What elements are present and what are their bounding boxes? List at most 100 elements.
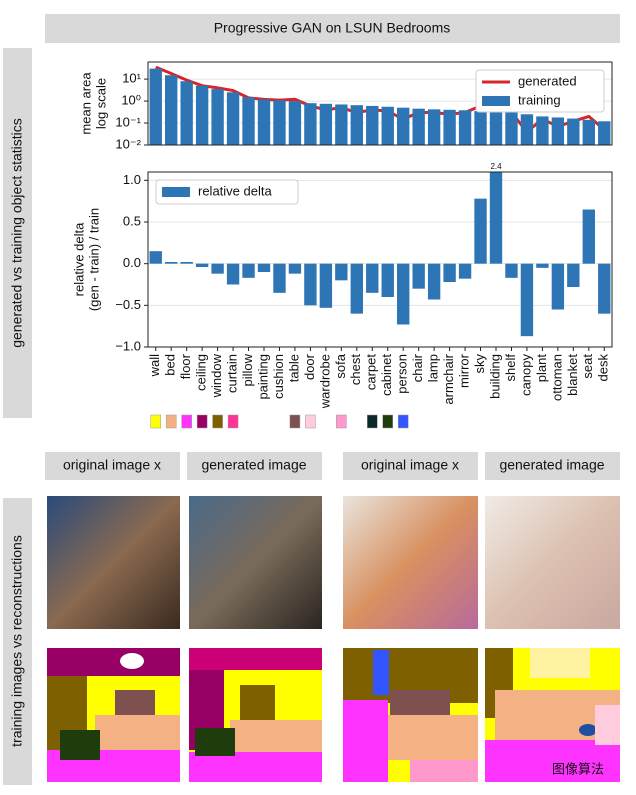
header-box: [187, 452, 322, 480]
watermark: 图像算法: [552, 761, 604, 776]
x-tick-label: blanket: [565, 354, 580, 396]
bar: [412, 263, 425, 289]
seg-region: [195, 728, 235, 756]
color-swatch: [397, 414, 409, 429]
bar: [443, 109, 456, 145]
seg-region: [120, 653, 144, 669]
x-tick-label: window: [209, 353, 224, 398]
color-swatch: [212, 414, 223, 429]
header-box: [45, 452, 180, 480]
photo: [343, 496, 478, 629]
bar: [350, 105, 363, 145]
color-swatch: [196, 414, 208, 429]
photo: [189, 496, 322, 629]
headers: original image x generated image origina…: [45, 452, 620, 480]
x-tick-label: plant: [534, 354, 549, 383]
x-tick-label: carpet: [364, 354, 379, 391]
photos: [47, 496, 620, 629]
header-box: [485, 452, 620, 480]
title-banner: [45, 14, 620, 43]
y-tick-label: 10⁰: [121, 93, 141, 108]
bar: [567, 263, 580, 287]
photo: [485, 496, 620, 629]
x-tick-label: lamp: [426, 354, 441, 382]
seg-region: [95, 715, 180, 755]
x-tick-label: desk: [596, 354, 611, 382]
seg-region: [189, 752, 322, 782]
bar: [474, 111, 487, 145]
bar: [489, 172, 503, 264]
x-tick-label: table: [286, 354, 301, 382]
y-tick-label: 0.0: [123, 255, 141, 270]
header-box: [343, 452, 478, 480]
color-swatch: [150, 414, 161, 429]
bar: [381, 106, 394, 145]
bar: [273, 100, 286, 145]
y-tick-label: 10⁻²: [115, 136, 141, 151]
x-tick-label: shelf: [503, 354, 518, 382]
color-swatch: [227, 414, 239, 429]
x-tick-label: seat: [580, 354, 595, 379]
bar: [226, 263, 240, 285]
side-banner: [3, 48, 32, 418]
legend-swatch: [162, 187, 190, 197]
seg-region: [343, 700, 388, 782]
bar: [489, 111, 503, 145]
bar: [366, 105, 379, 145]
bar: [567, 118, 580, 145]
y-tick-label: 10¹: [122, 71, 141, 86]
x-tick-label: mirror: [457, 353, 472, 388]
bar: [180, 262, 193, 264]
x-tick-label: ceiling: [194, 354, 209, 391]
bar: [397, 107, 410, 145]
legend-swatch: [482, 96, 510, 106]
header: generated image: [499, 457, 604, 473]
y-tick-label: 0.5: [123, 213, 141, 228]
x-tick-label: cabinet: [379, 354, 394, 396]
bar: [412, 108, 425, 145]
x-tick-label: armchair: [441, 353, 456, 404]
bar: [366, 263, 379, 293]
x-tick-label: wardrobe: [317, 354, 332, 409]
bar: [211, 263, 224, 274]
bar: [458, 110, 472, 145]
bar: [304, 103, 317, 145]
bar: [598, 121, 611, 145]
bar: [551, 117, 565, 145]
bar: [273, 263, 286, 293]
bar: [319, 103, 333, 145]
seg-region: [230, 720, 322, 755]
bar: [474, 198, 487, 264]
bar: [505, 263, 518, 278]
bar: [242, 97, 255, 145]
header: original image x: [361, 457, 459, 473]
bar: [505, 112, 518, 145]
color-swatch: [382, 414, 393, 429]
seg-region: [410, 760, 478, 782]
segmentations: [47, 648, 620, 782]
bar: [257, 263, 271, 272]
bar: [165, 262, 178, 264]
value-label: 2.4: [490, 162, 502, 171]
bar: [226, 92, 240, 145]
y-tick-label: −0.5: [115, 297, 141, 312]
x-tick-label: ottoman: [549, 354, 564, 401]
color-swatch: [181, 414, 192, 429]
header: original image x: [63, 457, 161, 473]
color-swatch: [305, 414, 316, 429]
color-swatch: [367, 414, 378, 429]
bar: [319, 263, 333, 308]
color-swatch: [336, 414, 347, 429]
legend-label: training: [518, 92, 561, 107]
x-tick-label: floor: [178, 353, 193, 379]
bar: [536, 116, 549, 145]
seg-region: [530, 648, 590, 678]
plot-frame: [147, 171, 613, 348]
side-label: generated vs training object statistics: [9, 118, 25, 348]
x-tick-label: curtain: [225, 354, 240, 393]
photo: [47, 496, 180, 629]
bar: [350, 263, 363, 314]
bar: [397, 263, 410, 325]
x-tick-label: pillow: [240, 353, 255, 386]
